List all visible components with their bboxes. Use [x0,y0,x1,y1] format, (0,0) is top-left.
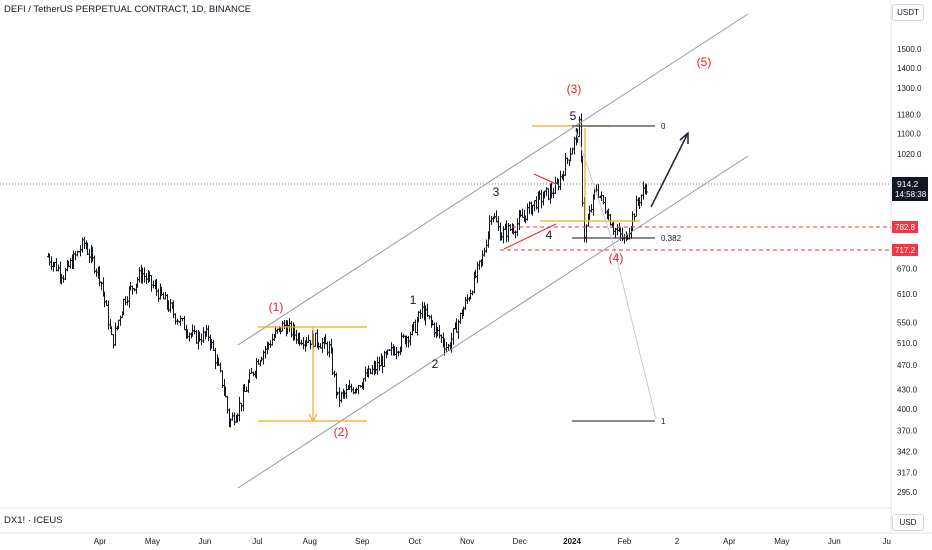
fib-label-1: 1 [661,417,666,426]
time-tick-label: Jul [252,537,262,546]
candles-layer [47,113,648,428]
time-tick-label: Aug [303,537,317,546]
level-717-label: 717.2 [895,246,916,255]
wave-label-major-5: (5) [697,55,712,69]
wave-label-major-2: (2) [334,425,349,439]
time-tick-label: Dec [512,537,526,546]
wave-label-minor-1: 1 [410,293,417,307]
time-tick-label: Apr [723,537,736,546]
time-tick-label: Ju [883,537,891,546]
projection-arrow-line[interactable] [650,134,688,208]
price-tick-label: 610.0 [897,290,918,299]
price-tick-label: 1100.0 [897,129,921,138]
red-trendline-2 [533,173,557,185]
price-tick-label: 1020.0 [897,150,922,159]
chart-title: DEFI / TetherUS PERPETUAL CONTRACT, 1D, … [4,4,252,15]
current-price-value: 914.2 [897,179,919,189]
time-tick-label: Apr [94,537,107,546]
channel-lower-line[interactable] [237,155,749,489]
time-axis[interactable]: Apr May Jun Jul Aug Sep Oct Nov Dec 2024 Feb 2 Apr Ma… [94,537,891,546]
wave-label-minor-3: 3 [493,185,500,199]
price-tick-label: 317.0 [897,468,918,477]
price-tick-label: 1400.0 [897,64,922,73]
wave-label-minor-4: 4 [546,228,553,242]
channel-upper-line[interactable] [237,13,749,346]
red-trendline-1 [503,223,557,250]
time-tick-label: 2024 [563,537,581,546]
time-tick-label: Jun [198,537,211,546]
level-782-tag [892,221,918,233]
price-tick-label: 510.0 [897,339,918,348]
time-tick-label: Feb [618,537,632,546]
indicator-title: DX1! · ICEUS [4,515,63,526]
fib-trend-line-top [573,125,613,241]
price-tick-label: 550.0 [897,318,918,327]
time-tick-label: Nov [460,537,474,546]
level-782-label: 782.8 [895,223,916,232]
fib-trend-line [611,239,657,420]
time-tick-label: May [774,537,789,546]
price-tick-label: 1500.0 [897,45,922,54]
time-tick-label: Oct [408,537,421,546]
wave-label-major-1: (1) [269,300,284,314]
fib-label-0: 0 [661,122,666,131]
indicator-currency-button[interactable]: USD [892,514,924,531]
price-tick-label: 1180.0 [897,110,921,119]
wave-label-major-3: (3) [567,82,582,96]
measure-arrow-head [308,413,318,423]
time-tick-label: Sep [355,537,370,546]
wave-label-minor-2: 2 [432,357,439,371]
price-tick-label: 1300.0 [897,84,922,93]
price-tick-label: 400.0 [897,405,918,414]
price-axis[interactable]: 1500.0 1400.0 1300.0 1180.0 1100.0 1020.0 670.… [897,45,922,497]
fib-label-0382: 0.382 [661,234,682,243]
time-tick-label: May [145,537,160,546]
bar-countdown: 14:58:38 [895,190,927,199]
time-tick-label: Jun [828,537,841,546]
price-tick-label: 430.0 [897,385,918,394]
price-tick-label: 342.0 [897,448,918,457]
time-tick-label: 2 [675,537,680,546]
price-tick-label: 470.0 [897,361,918,370]
wave-label-minor-5: 5 [570,109,577,123]
price-tick-label: 295.0 [897,488,918,497]
current-price-tag [892,177,928,201]
wave-label-major-4: (4) [609,251,624,265]
projection-arrow-head [679,131,689,144]
price-tick-label: 670.0 [897,265,918,274]
level-717-tag [892,244,918,256]
currency-button[interactable]: USDT [892,4,924,21]
price-tick-label: 370.0 [897,426,918,435]
